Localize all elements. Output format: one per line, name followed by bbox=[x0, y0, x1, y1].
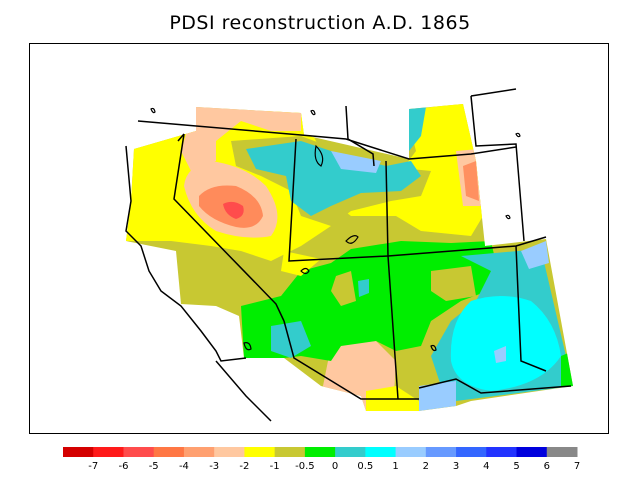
colorbar-swatch bbox=[425, 447, 457, 457]
california-nevada-border bbox=[173, 133, 285, 322]
colorbar-swatch bbox=[516, 447, 548, 457]
colorbar-tick-label: -1 bbox=[270, 461, 280, 472]
pdsi-lightblue-south bbox=[419, 381, 456, 411]
colorbar-tick-label: 6 bbox=[544, 461, 550, 472]
baja-coastline bbox=[215, 360, 272, 422]
colorbar-swatch bbox=[274, 447, 306, 457]
lakes bbox=[150, 107, 521, 352]
colorbar-swatch bbox=[63, 447, 94, 457]
colorbar-tick-label: 0 bbox=[332, 461, 338, 472]
lake-se bbox=[430, 344, 437, 352]
colorbar-tick-label: -4 bbox=[179, 461, 189, 472]
pdsi-orange-east bbox=[463, 161, 479, 201]
lake-far-ne bbox=[515, 132, 521, 138]
pdsi-salmon-north bbox=[181, 104, 301, 171]
colorbar-tick-label: 0.5 bbox=[357, 461, 373, 472]
texas-border bbox=[418, 378, 572, 394]
colorbar-swatch bbox=[395, 447, 427, 457]
colorbar-swatch bbox=[183, 447, 215, 457]
colorbar-swatches bbox=[63, 447, 578, 457]
pdsi-field bbox=[126, 104, 573, 411]
pdsi-red-core bbox=[223, 201, 244, 219]
colorbar-swatch bbox=[365, 447, 397, 457]
map-title: PDSI reconstruction A.D. 1865 bbox=[169, 12, 471, 34]
pdsi-green-se-edge bbox=[561, 351, 573, 387]
colorbar-swatch bbox=[335, 447, 366, 457]
island-nw bbox=[150, 107, 156, 114]
colorbar-swatch bbox=[123, 447, 155, 457]
colorbar-tick-label: -3 bbox=[209, 461, 219, 472]
colorbar-swatch bbox=[304, 447, 336, 457]
colorbar-tick-label: -2 bbox=[239, 461, 249, 472]
great-salt-lake bbox=[345, 235, 359, 244]
map-panel bbox=[29, 43, 609, 434]
north-dakota-border bbox=[470, 88, 517, 97]
oklahoma-border bbox=[515, 245, 547, 372]
pdsi-cyan-se bbox=[450, 296, 561, 391]
colorbar-swatch bbox=[214, 447, 245, 457]
pdsi-teal-spot bbox=[358, 279, 369, 297]
pdsi-yellow-center bbox=[281, 251, 321, 276]
colorbar-swatch bbox=[244, 447, 276, 457]
colorbar-labels: -7 -6 -5 -4 -3 -2 -1 -0.5 0 0.5 1 2 3 4 5 6 7 bbox=[88, 461, 580, 472]
lake-montana bbox=[310, 109, 316, 116]
colorbar-tick-label: 4 bbox=[483, 461, 489, 472]
colorbar-tick-label: -6 bbox=[118, 461, 128, 472]
colorbar-tick-label: -5 bbox=[149, 461, 159, 472]
south-dakota-border bbox=[470, 95, 525, 242]
pdsi-teal-north bbox=[246, 141, 421, 216]
pdsi-lightblue-ne bbox=[521, 241, 549, 269]
pdsi-olive-mid bbox=[331, 271, 356, 306]
colorbar-swatch bbox=[486, 447, 518, 457]
utah-border bbox=[288, 138, 389, 262]
idaho-border bbox=[345, 105, 375, 167]
colorbar-tick-label: -7 bbox=[88, 461, 98, 472]
northern-border bbox=[137, 120, 517, 160]
colorbar-swatch bbox=[153, 447, 185, 457]
pdsi-olive-east bbox=[431, 266, 476, 301]
pdsi-teal-sw bbox=[271, 321, 311, 358]
colorbar-swatch bbox=[456, 447, 487, 457]
colorbar-tick-label: 2 bbox=[423, 461, 429, 472]
lake-salton bbox=[243, 342, 252, 351]
colorbar-tick-label: 7 bbox=[574, 461, 580, 472]
colorbar-tick-label: 3 bbox=[453, 461, 459, 472]
lake-north bbox=[314, 144, 324, 167]
colorbar-swatch bbox=[546, 447, 578, 457]
state-boundaries bbox=[125, 88, 572, 422]
colorbar-tick-label: -0.5 bbox=[295, 461, 315, 472]
lake-ne bbox=[505, 214, 511, 220]
pdsi-teal-ne bbox=[406, 107, 426, 151]
colorbar-swatch bbox=[93, 447, 124, 457]
pdsi-lightblue-north bbox=[331, 151, 381, 173]
colorbar-tick-label: 1 bbox=[392, 461, 398, 472]
pacific-coastline bbox=[125, 145, 247, 362]
mexico-border bbox=[283, 320, 419, 400]
colorbar-tick-label: 5 bbox=[513, 461, 519, 472]
lake-small bbox=[300, 267, 310, 275]
oregon-border bbox=[177, 133, 185, 142]
pdsi-lightblue-se bbox=[494, 346, 506, 363]
pdsi-map bbox=[125, 88, 573, 422]
